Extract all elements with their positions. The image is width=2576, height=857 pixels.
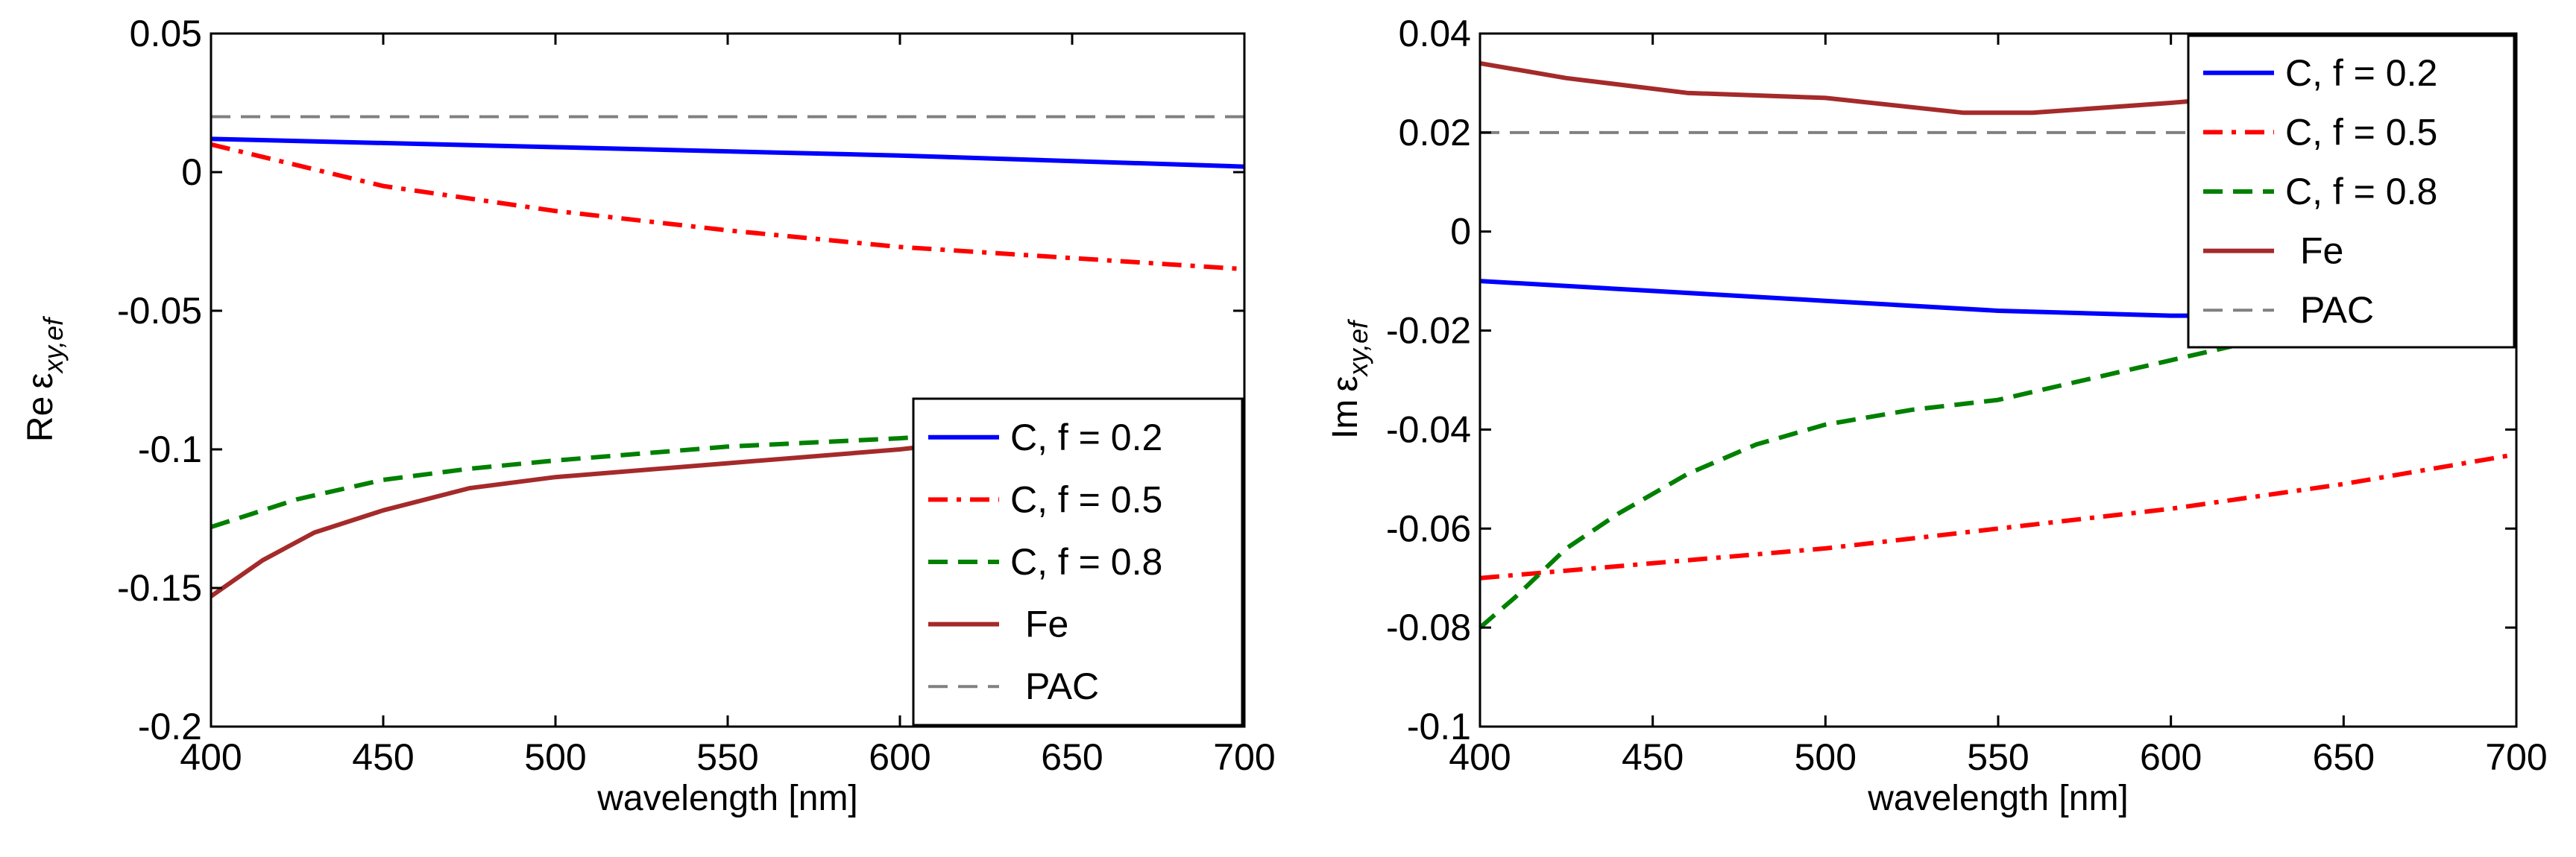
legend-label-1: C, f = 0.5 — [2285, 111, 2437, 153]
y-tick-label: -0.05 — [117, 290, 202, 332]
y-tick-label: 0 — [181, 151, 202, 193]
y-axis-label-subscript: xy,ef — [38, 315, 69, 374]
y-tick-label: -0.04 — [1386, 408, 1471, 450]
x-tick-label: 450 — [1622, 736, 1684, 778]
x-tick-label: 450 — [352, 736, 414, 778]
y-tick-label: 0 — [1450, 211, 1471, 253]
x-tick-label: 400 — [180, 736, 242, 778]
x-tick-label: 550 — [1967, 736, 2029, 778]
y-tick-label: -0.06 — [1386, 507, 1471, 549]
series-line-1 — [1479, 452, 2517, 581]
y-axis-label: Re εxy,ef — [21, 315, 69, 442]
legend: C, f = 0.2 C, f = 0.5 C, f = 0.8 Fe PAC — [2187, 34, 2516, 349]
x-tick-label: 700 — [2485, 736, 2547, 778]
y-tick-label: 0.04 — [1399, 13, 1471, 54]
y-axis-label-subscript: xy,ef — [1343, 318, 1373, 377]
y-axis-label-symbol: ε — [21, 373, 60, 388]
y-tick-label: -0.15 — [117, 567, 202, 609]
x-axis-label: wavelength [nm] — [596, 779, 858, 818]
x-axis-label: wavelength [nm] — [1867, 779, 2129, 818]
legend-label-2: C, f = 0.8 — [1010, 541, 1162, 583]
x-tick-label: 600 — [2140, 736, 2202, 778]
legend-label-1: C, f = 0.5 — [1010, 478, 1162, 520]
x-tick-label: 500 — [524, 736, 586, 778]
y-tick-label: -0.2 — [138, 706, 202, 747]
x-tick-label: 500 — [1795, 736, 1857, 778]
y-tick-label: -0.1 — [1407, 706, 1471, 747]
im-panel: 400 450 500 550 600 650 700 0.04 0.02 0 -0.02 -0.04… — [1326, 13, 2548, 818]
y-tick-label: -0.1 — [138, 428, 202, 470]
re-panel: 400 450 500 550 600 650 700 0.05 0 -0.05 -0.1 -0.15… — [21, 13, 1276, 818]
y-axis-label-prefix: Re — [21, 396, 60, 442]
x-tick-label: 600 — [869, 736, 930, 778]
legend-label-0: C, f = 0.2 — [2285, 52, 2437, 94]
legend-label-4: PAC — [1025, 665, 1099, 707]
series-line-0 — [210, 136, 1245, 169]
x-tick-label: 550 — [696, 736, 758, 778]
x-tick-label: 650 — [2313, 736, 2375, 778]
y-axis-label-prefix: Im — [1326, 399, 1365, 439]
x-tick-label: 700 — [1213, 736, 1275, 778]
series-line-1 — [210, 142, 1245, 272]
legend-label-3: Fe — [1025, 604, 1068, 645]
x-tick-label: 400 — [1449, 736, 1511, 778]
y-tick-label: 0.05 — [130, 13, 202, 54]
y-tick-label: -0.02 — [1386, 310, 1471, 352]
legend-label-2: C, f = 0.8 — [2285, 171, 2437, 212]
legend-label-4: PAC — [2300, 289, 2374, 331]
x-tick-label: 650 — [1041, 736, 1103, 778]
y-axis-label-symbol: ε — [1326, 376, 1365, 391]
legend-label-0: C, f = 0.2 — [1010, 417, 1162, 458]
legend: C, f = 0.2 C, f = 0.5 C, f = 0.8 Fe PAC — [912, 397, 1244, 727]
y-axis-label: Im εxy,ef — [1326, 318, 1373, 439]
y-tick-label: 0.02 — [1399, 112, 1471, 154]
y-tick-label: -0.08 — [1386, 607, 1471, 648]
legend-label-3: Fe — [2300, 230, 2343, 272]
